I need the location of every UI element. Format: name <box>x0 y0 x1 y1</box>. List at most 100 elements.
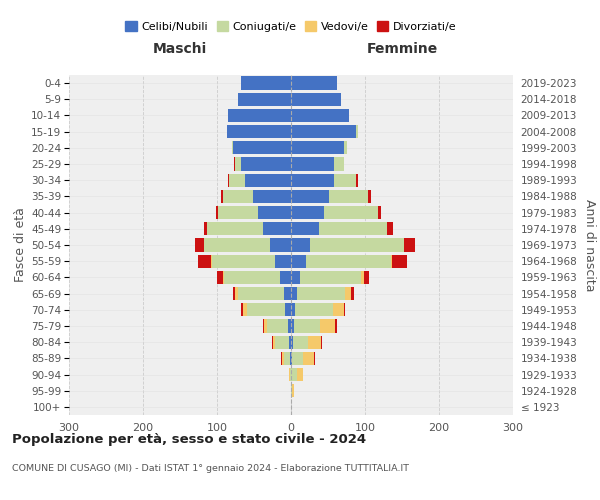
Bar <box>291 190 329 203</box>
Bar <box>270 238 291 252</box>
Bar <box>291 222 319 235</box>
Bar <box>233 287 235 300</box>
Bar <box>325 206 377 220</box>
Bar <box>284 287 291 300</box>
Bar <box>335 320 337 332</box>
Bar <box>281 352 282 365</box>
Bar <box>291 158 334 170</box>
Y-axis label: Fasce di età: Fasce di età <box>14 208 27 282</box>
Bar <box>377 206 380 220</box>
Bar <box>282 352 284 365</box>
Bar <box>211 254 212 268</box>
Bar <box>292 352 303 365</box>
Bar <box>294 320 320 332</box>
Bar <box>275 336 289 349</box>
Bar <box>223 190 253 203</box>
Bar <box>289 368 290 381</box>
Bar <box>291 254 306 268</box>
Legend: Celibi/Nubili, Coniugati/e, Vedovi/e, Divorziati/e: Celibi/Nubili, Coniugati/e, Vedovi/e, Di… <box>122 18 460 35</box>
Bar <box>208 222 263 235</box>
Bar <box>235 158 241 170</box>
Bar <box>203 222 208 235</box>
Bar <box>306 254 391 268</box>
Bar <box>320 320 335 332</box>
Bar <box>291 320 294 332</box>
Bar <box>291 125 356 138</box>
Bar <box>263 222 291 235</box>
Bar <box>291 174 334 187</box>
Bar <box>215 206 218 220</box>
Y-axis label: Anni di nascita: Anni di nascita <box>583 198 596 291</box>
Bar <box>233 141 291 154</box>
Bar <box>198 254 211 268</box>
Bar <box>292 384 294 398</box>
Text: Femmine: Femmine <box>367 42 437 56</box>
Bar <box>285 303 291 316</box>
Text: Popolazione per età, sesso e stato civile - 2024: Popolazione per età, sesso e stato civil… <box>12 432 366 446</box>
Bar <box>361 270 364 284</box>
Bar <box>243 303 247 316</box>
Bar <box>290 368 291 381</box>
Bar <box>291 76 337 90</box>
Bar <box>232 141 233 154</box>
Bar <box>291 352 292 365</box>
Bar <box>291 303 295 316</box>
Bar <box>368 190 371 203</box>
Bar <box>217 270 223 284</box>
Bar <box>344 303 345 316</box>
Bar <box>229 174 245 187</box>
Bar <box>241 158 291 170</box>
Bar <box>224 270 280 284</box>
Bar <box>344 141 347 154</box>
Bar <box>291 206 325 220</box>
Bar <box>334 158 344 170</box>
Bar <box>319 222 387 235</box>
Bar <box>293 336 308 349</box>
Bar <box>351 287 354 300</box>
Bar <box>275 254 291 268</box>
Bar <box>238 287 284 300</box>
Bar <box>228 174 229 187</box>
Bar <box>364 270 370 284</box>
Bar <box>297 368 303 381</box>
Bar <box>387 222 393 235</box>
Bar <box>308 336 322 349</box>
Bar <box>289 336 291 349</box>
Bar <box>223 270 224 284</box>
Bar <box>334 174 356 187</box>
Bar <box>195 238 203 252</box>
Bar <box>291 141 344 154</box>
Bar <box>356 174 358 187</box>
Bar <box>235 287 238 300</box>
Bar <box>291 336 293 349</box>
Bar <box>284 352 290 365</box>
Bar <box>228 109 291 122</box>
Bar <box>221 190 223 203</box>
Bar <box>404 238 415 252</box>
Bar <box>291 287 297 300</box>
Bar <box>392 254 407 268</box>
Text: COMUNE DI CUSAGO (MI) - Dati ISTAT 1° gennaio 2024 - Elaborazione TUTTITALIA.IT: COMUNE DI CUSAGO (MI) - Dati ISTAT 1° ge… <box>12 464 409 473</box>
Bar <box>291 270 300 284</box>
Bar <box>238 92 291 106</box>
Bar <box>300 270 361 284</box>
Bar <box>280 270 291 284</box>
Bar <box>234 158 235 170</box>
Bar <box>310 238 404 252</box>
Bar <box>247 303 285 316</box>
Bar <box>245 174 291 187</box>
Bar <box>253 190 291 203</box>
Bar <box>288 320 291 332</box>
Bar <box>212 254 275 268</box>
Bar <box>272 336 275 349</box>
Bar <box>241 303 243 316</box>
Bar <box>241 76 291 90</box>
Text: Maschi: Maschi <box>153 42 207 56</box>
Bar <box>333 303 344 316</box>
Bar <box>227 125 291 138</box>
Bar <box>291 384 292 398</box>
Bar <box>303 352 314 365</box>
Bar <box>263 320 268 332</box>
Bar <box>391 254 392 268</box>
Bar <box>203 238 270 252</box>
